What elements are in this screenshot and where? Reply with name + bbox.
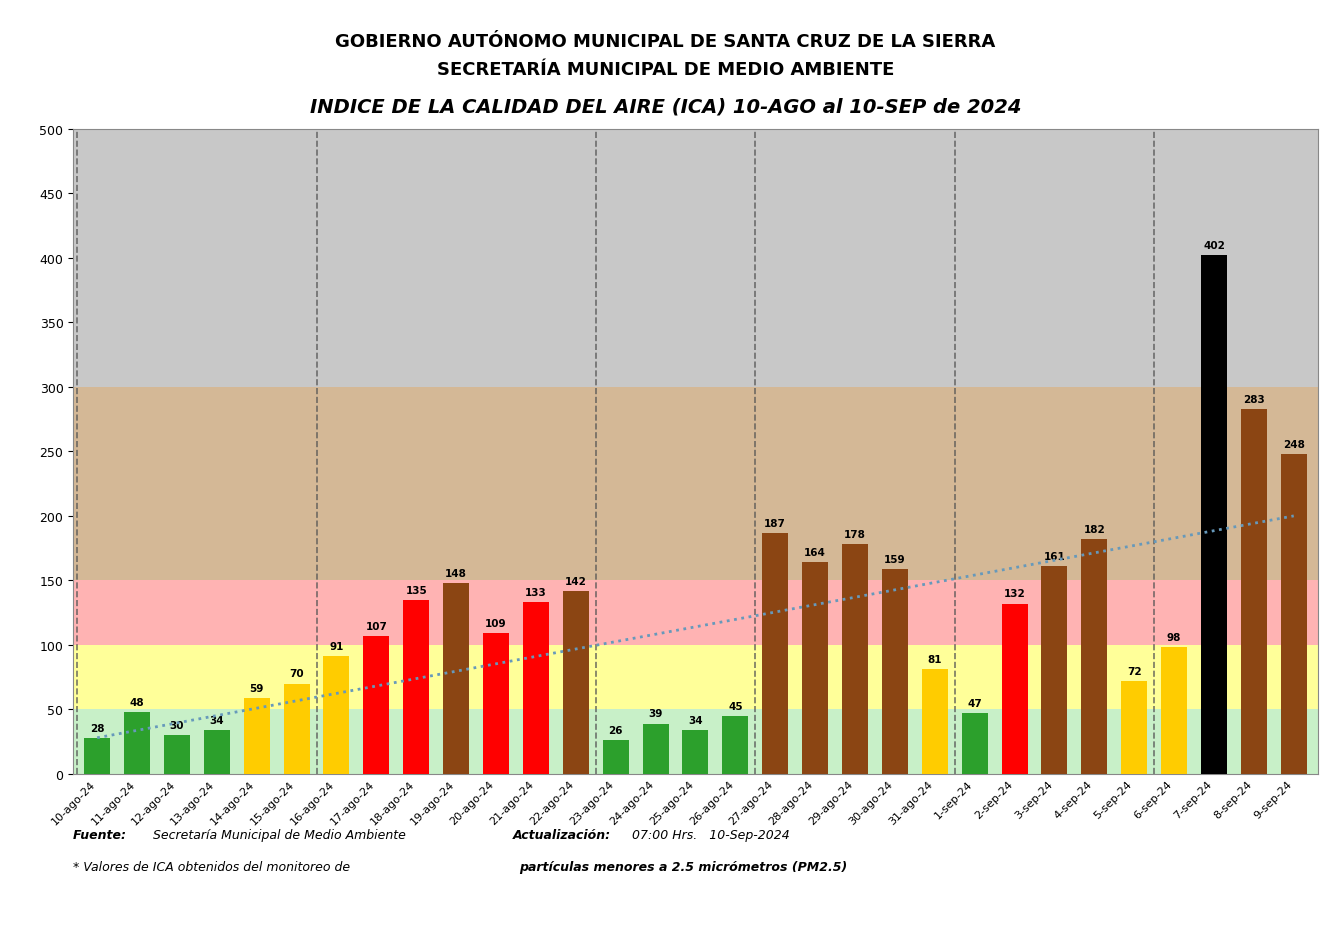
Text: 26: 26 [608, 726, 623, 735]
Text: 142: 142 [564, 576, 587, 586]
Bar [1201, 256, 1227, 774]
Text: 28: 28 [91, 723, 104, 733]
Bar [164, 735, 190, 774]
Text: 135: 135 [406, 585, 427, 595]
Text: Fuente:: Fuente: [73, 828, 130, 841]
Bar [284, 684, 310, 774]
Text: Secretaría Municipal de Medio Ambiente: Secretaría Municipal de Medio Ambiente [153, 828, 406, 841]
Bar [1041, 566, 1067, 774]
Bar [204, 730, 230, 774]
Bar [443, 583, 469, 774]
Bar [882, 569, 908, 774]
Text: 91: 91 [329, 641, 343, 652]
Text: 164: 164 [804, 548, 827, 557]
Text: 109: 109 [486, 618, 507, 629]
Bar [483, 633, 508, 774]
Text: 70: 70 [289, 668, 303, 679]
Bar [683, 730, 708, 774]
Text: 248: 248 [1283, 439, 1304, 450]
Bar [803, 563, 828, 774]
Bar [403, 600, 429, 774]
Bar [363, 636, 389, 774]
Bar [73, 710, 1318, 774]
Bar [73, 387, 1318, 580]
Bar [1002, 604, 1028, 774]
Text: * Valores de ICA obtenidos del monitoreo de: * Valores de ICA obtenidos del monitoreo… [73, 860, 354, 873]
Text: 107: 107 [366, 621, 387, 631]
Bar [124, 712, 150, 774]
Text: 98: 98 [1167, 632, 1182, 642]
Bar [73, 130, 1318, 387]
Text: 159: 159 [884, 554, 905, 564]
Text: partículas menores a 2.5 micrómetros (PM2.5): partículas menores a 2.5 micrómetros (PM… [519, 860, 848, 873]
Text: 39: 39 [648, 708, 663, 718]
Bar [1161, 648, 1187, 774]
Text: 161: 161 [1044, 552, 1065, 562]
Bar [723, 716, 748, 774]
Bar [643, 724, 668, 774]
Bar [1121, 681, 1147, 774]
Text: 182: 182 [1083, 525, 1105, 534]
Text: 132: 132 [1004, 589, 1025, 599]
Text: 283: 283 [1243, 394, 1264, 404]
Text: 148: 148 [445, 568, 467, 578]
Bar [244, 698, 270, 774]
Text: INDICE DE LA CALIDAD DEL AIRE (ICA) 10-AGO al 10-SEP de 2024: INDICE DE LA CALIDAD DEL AIRE (ICA) 10-A… [310, 97, 1021, 116]
Text: 178: 178 [844, 529, 866, 540]
Text: 59: 59 [249, 683, 264, 692]
Bar [563, 591, 588, 774]
Text: 48: 48 [129, 697, 144, 707]
Bar [763, 533, 788, 774]
Bar [603, 741, 628, 774]
Text: Actualización:: Actualización: [512, 828, 615, 841]
Bar [962, 714, 988, 774]
Text: 47: 47 [968, 698, 982, 708]
Bar [1240, 410, 1267, 774]
Bar [84, 738, 110, 774]
Text: 07:00 Hrs.   10-Sep-2024: 07:00 Hrs. 10-Sep-2024 [632, 828, 791, 841]
Text: 402: 402 [1203, 241, 1225, 251]
Bar [523, 603, 548, 774]
Bar [843, 545, 868, 774]
Text: 45: 45 [728, 701, 743, 711]
Bar [922, 669, 948, 774]
Text: GOBIERNO AUTÓNOMO MUNICIPAL DE SANTA CRUZ DE LA SIERRA: GOBIERNO AUTÓNOMO MUNICIPAL DE SANTA CRU… [335, 32, 996, 51]
Bar [323, 657, 350, 774]
Text: 34: 34 [688, 715, 703, 725]
Text: 34: 34 [209, 715, 224, 725]
Text: 81: 81 [928, 654, 942, 665]
Bar [73, 580, 1318, 645]
Bar [73, 645, 1318, 710]
Bar [1280, 454, 1307, 774]
Text: SECRETARÍA MUNICIPAL DE MEDIO AMBIENTE: SECRETARÍA MUNICIPAL DE MEDIO AMBIENTE [437, 60, 894, 79]
Text: 187: 187 [764, 518, 787, 528]
Text: 30: 30 [169, 720, 184, 730]
Text: 72: 72 [1127, 667, 1142, 676]
Bar [1081, 540, 1107, 774]
Text: 133: 133 [524, 588, 547, 598]
